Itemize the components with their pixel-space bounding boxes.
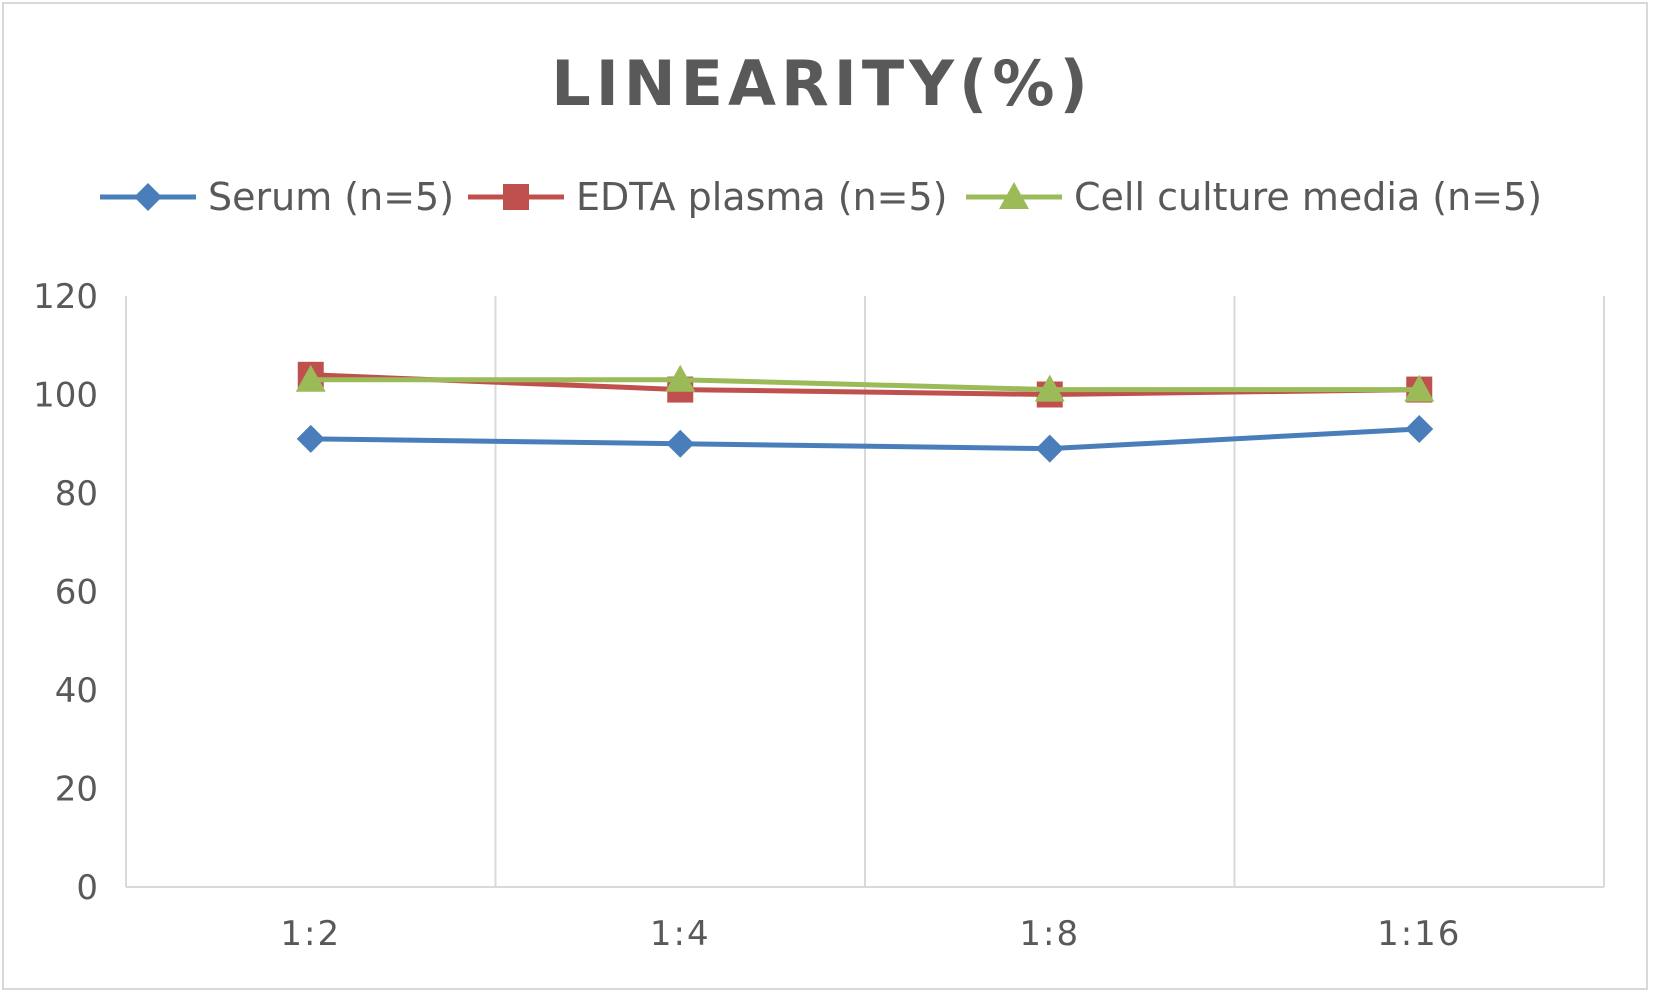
y-tick-label: 100 [33,376,98,416]
legend-label: Cell culture media (n=5) [1074,175,1542,219]
y-tick-label: 60 [55,573,98,613]
y-axis-ticks: 0 20 40 60 80 100 120 [33,277,98,908]
chart-title: LINEARITY(%) [551,47,1093,120]
legend: Serum (n=5) EDTA plasma (n=5) Cell culture… [100,175,1542,219]
x-tick-label: 1:16 [1377,914,1461,954]
x-tick-label: 1:2 [280,914,341,954]
y-tick-label: 40 [55,671,98,711]
series-group [295,361,1435,463]
series-line [310,377,1420,393]
legend-marker [503,184,529,210]
data-point [666,429,695,458]
data-point [665,364,696,392]
grid [125,296,1605,888]
legend-label: Serum (n=5) [208,175,454,219]
legend-item: EDTA plasma (n=5) [468,175,948,219]
legend-item: Serum (n=5) [100,175,454,219]
data-point [1404,374,1435,402]
legend-marker [999,182,1029,209]
y-tick-label: 80 [55,474,98,514]
x-tick-label: 1:8 [1019,914,1080,954]
y-tick-label: 20 [55,770,98,810]
x-tick-label: 1:4 [650,914,711,954]
x-axis-ticks: 1:2 1:4 1:8 1:16 [280,914,1461,954]
data-point [296,424,325,453]
series-1 [296,414,1434,463]
y-tick-label: 120 [33,277,98,317]
data-point [1035,434,1064,463]
legend-marker [134,183,162,211]
legend-label: EDTA plasma (n=5) [576,175,948,219]
data-point [295,364,326,392]
data-point [1405,414,1434,443]
legend-item: Cell culture media (n=5) [966,175,1542,219]
series-3 [295,364,1435,402]
series-line [310,426,1420,452]
data-point [1034,374,1065,402]
y-tick-label: 0 [76,868,98,908]
